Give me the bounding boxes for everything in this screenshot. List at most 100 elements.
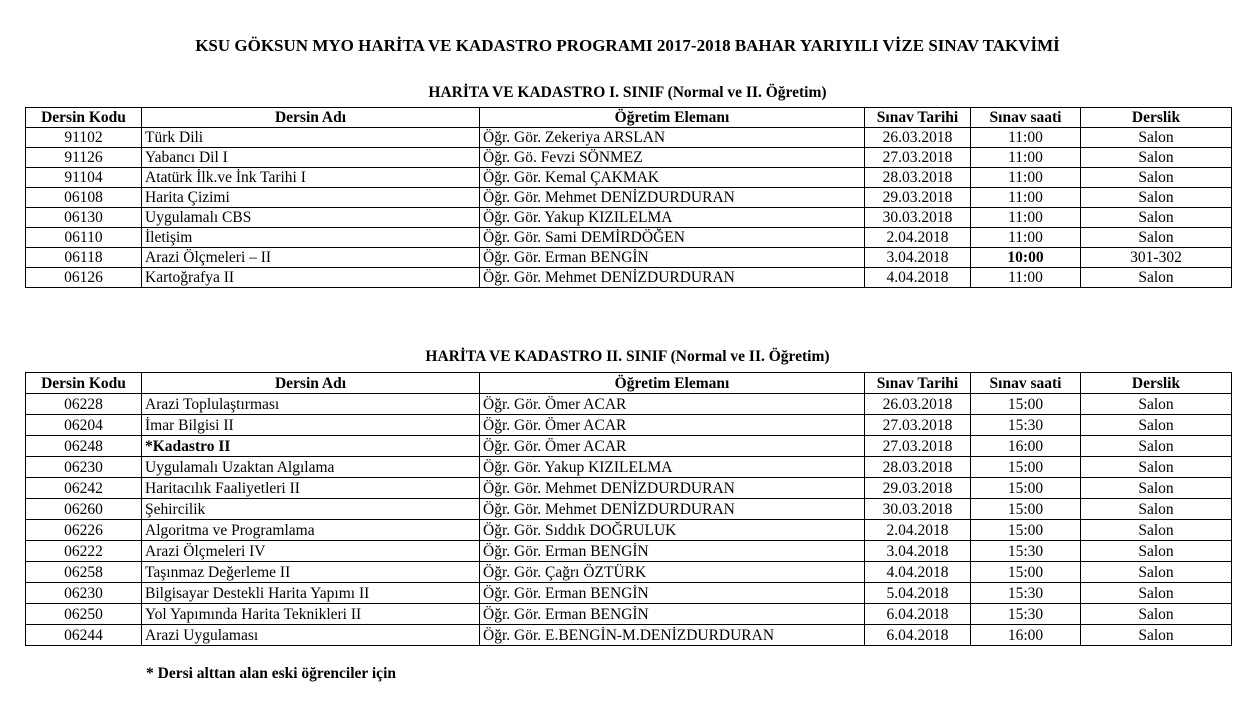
cell-instructor: Öğr. Gör. Sıddık DOĞRULUK (479, 519, 865, 541)
cell-exam-date: 29.03.2018 (864, 187, 971, 208)
cell-exam-time: 15:30 (970, 540, 1081, 562)
cell-room: Salon (1080, 540, 1232, 562)
cell-course-name: Taşınmaz Değerleme II (141, 561, 480, 583)
cell-exam-date: 27.03.2018 (864, 147, 971, 168)
document-title: KSU GÖKSUN MYO HARİTA VE KADASTRO PROGRA… (195, 36, 1060, 55)
cell-exam-time: 10:00 (970, 247, 1081, 268)
cell-exam-date: 6.04.2018 (864, 603, 971, 625)
cell-instructor: Öğr. Gör. Sami DEMİRDÖĞEN (479, 227, 865, 248)
cell-code: 06230 (25, 456, 142, 478)
cell-code: 06110 (25, 227, 142, 248)
cell-code: 06222 (25, 540, 142, 562)
header-exam-time: Sınav saati (970, 372, 1081, 394)
cell-room: Salon (1080, 603, 1232, 625)
cell-exam-time: 16:00 (970, 624, 1081, 646)
cell-room: Salon (1080, 414, 1232, 436)
cell-instructor: Öğr. Gör. Ömer ACAR (479, 414, 865, 436)
table-row: 91102 Türk Dili Öğr. Gör. Zekeriya ARSLAN 2… (25, 127, 1232, 148)
cell-room: Salon (1080, 498, 1232, 520)
cell-exam-date: 26.03.2018 (864, 127, 971, 148)
cell-room: Salon (1080, 147, 1232, 168)
cell-code: 06204 (25, 414, 142, 436)
cell-exam-time: 11:00 (970, 167, 1081, 188)
cell-exam-date: 27.03.2018 (864, 414, 971, 436)
cell-room: Salon (1080, 267, 1232, 288)
table-row: 06242 Haritacılık Faaliyetleri II Öğr. Gör… (25, 477, 1232, 499)
cell-exam-date: 3.04.2018 (864, 540, 971, 562)
cell-room: Salon (1080, 187, 1232, 208)
cell-room: 301-302 (1080, 247, 1232, 268)
cell-course-name: Harita Çizimi (141, 187, 480, 208)
cell-course-name: Uygulamalı Uzaktan Algılama (141, 456, 480, 478)
cell-exam-date: 4.04.2018 (864, 267, 971, 288)
cell-exam-date: 28.03.2018 (864, 167, 971, 188)
cell-exam-date: 30.03.2018 (864, 498, 971, 520)
table-row: 06126 Kartoğrafya II Öğr. Gör. Mehmet DENİ… (25, 267, 1232, 288)
cell-course-name: Arazi Toplulaştırması (141, 393, 480, 415)
cell-instructor: Öğr. Gö. Fevzi SÖNMEZ (479, 147, 865, 168)
cell-room: Salon (1080, 393, 1232, 415)
cell-room: Salon (1080, 167, 1232, 188)
table-row: 06118 Arazi Ölçmeleri – II Öğr. Gör. Erman… (25, 247, 1232, 268)
table-row: 06258 Taşınmaz Değerleme II Öğr. Gör. Çağr… (25, 561, 1232, 583)
cell-exam-date: 3.04.2018 (864, 247, 971, 268)
cell-room: Salon (1080, 207, 1232, 228)
cell-room: Salon (1080, 127, 1232, 148)
table-row: 06260 Şehircilik Öğr. Gör. Mehmet DENİZDUR… (25, 498, 1232, 520)
cell-code: 06258 (25, 561, 142, 583)
table-row: 91104 Atatürk İlk.ve İnk Tarihi I Öğr. Gör… (25, 167, 1232, 188)
cell-room: Salon (1080, 435, 1232, 457)
table-row: 06108 Harita Çizimi Öğr. Gör. Mehmet DENİZ… (25, 187, 1232, 208)
cell-exam-time: 15:30 (970, 414, 1081, 436)
cell-exam-time: 15:00 (970, 393, 1081, 415)
second-year-exam-table: Dersin Kodu Dersin Adı Öğretim Elemanı Sına… (25, 372, 1232, 646)
cell-exam-date: 5.04.2018 (864, 582, 971, 604)
cell-exam-date: 28.03.2018 (864, 456, 971, 478)
table-row: 06248 *Kadastro II Öğr. Gör. Ömer ACAR 27.0… (25, 435, 1232, 457)
table-row: 91126 Yabancı Dil I Öğr. Gö. Fevzi SÖNMEZ 2… (25, 147, 1232, 168)
table-row: 06204 İmar Bilgisi II Öğr. Gör. Ömer ACAR 2… (25, 414, 1232, 436)
cell-course-name: Haritacılık Faaliyetleri II (141, 477, 480, 499)
cell-instructor: Öğr. Gör. Kemal ÇAKMAK (479, 167, 865, 188)
header-room: Derslik (1080, 107, 1232, 128)
cell-code: 06130 (25, 207, 142, 228)
cell-exam-date: 29.03.2018 (864, 477, 971, 499)
cell-course-name: *Kadastro II (141, 435, 480, 457)
cell-instructor: Öğr. Gör. Erman BENGİN (479, 603, 865, 625)
cell-exam-date: 27.03.2018 (864, 435, 971, 457)
cell-course-name: Yol Yapımında Harita Teknikleri II (141, 603, 480, 625)
cell-exam-time: 15:30 (970, 582, 1081, 604)
first-year-exam-table: Dersin Kodu Dersin Adı Öğretim Elemanı Sına… (25, 107, 1232, 288)
cell-code: 06228 (25, 393, 142, 415)
cell-course-name: Türk Dili (141, 127, 480, 148)
cell-code: 06226 (25, 519, 142, 541)
cell-instructor: Öğr. Gör. Çağrı ÖZTÜRK (479, 561, 865, 583)
cell-room: Salon (1080, 227, 1232, 248)
table2-subtitle: HARİTA VE KADASTRO II. SINIF (Normal ve … (425, 348, 830, 365)
cell-code: 06248 (25, 435, 142, 457)
cell-room: Salon (1080, 624, 1232, 646)
cell-code: 06250 (25, 603, 142, 625)
cell-instructor: Öğr. Gör. Mehmet DENİZDURDURAN (479, 267, 865, 288)
header-exam-date: Sınav Tarihi (864, 372, 971, 394)
cell-instructor: Öğr. Gör. Erman BENGİN (479, 582, 865, 604)
cell-room: Salon (1080, 519, 1232, 541)
cell-exam-date: 2.04.2018 (864, 519, 971, 541)
cell-instructor: Öğr. Gör. E.BENGİN-M.DENİZDURDURAN (479, 624, 865, 646)
cell-exam-date: 4.04.2018 (864, 561, 971, 583)
table-row: 06110 İletişim Öğr. Gör. Sami DEMİRDÖĞEN 2.… (25, 227, 1232, 248)
cell-course-name: Bilgisayar Destekli Harita Yapımı II (141, 582, 480, 604)
cell-instructor: Öğr. Gör. Mehmet DENİZDURDURAN (479, 187, 865, 208)
table-row: 06250 Yol Yapımında Harita Teknikleri II Ö… (25, 603, 1232, 625)
cell-course-name: Arazi Ölçmeleri – II (141, 247, 480, 268)
cell-exam-time: 15:00 (970, 456, 1081, 478)
cell-code: 06230 (25, 582, 142, 604)
table-row: 06222 Arazi Ölçmeleri IV Öğr. Gör. Erman B… (25, 540, 1232, 562)
cell-instructor: Öğr. Gör. Ömer ACAR (479, 435, 865, 457)
cell-code: 06242 (25, 477, 142, 499)
cell-code: 06108 (25, 187, 142, 208)
cell-room: Salon (1080, 477, 1232, 499)
header-instructor: Öğretim Elemanı (479, 107, 865, 128)
cell-course-name: İletişim (141, 227, 480, 248)
cell-exam-time: 16:00 (970, 435, 1081, 457)
